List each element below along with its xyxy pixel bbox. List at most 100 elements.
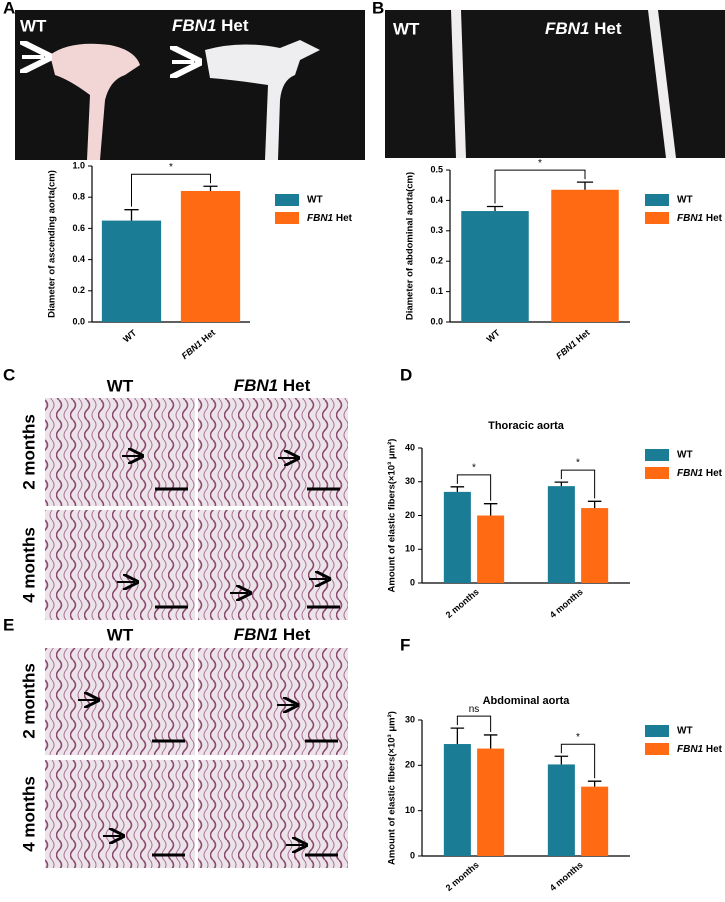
histology-image <box>45 648 195 755</box>
error-bar <box>124 209 139 221</box>
legend-swatch <box>645 212 669 224</box>
error-bar <box>483 734 498 749</box>
y-tick-label: 10 <box>405 805 415 815</box>
legend-label: FBN1 Het <box>677 744 723 755</box>
photo-label: FBN1 Het <box>172 16 249 35</box>
error-bar <box>587 780 602 787</box>
error-bar <box>587 500 602 509</box>
panel-label: C <box>3 365 15 384</box>
bar <box>547 486 575 583</box>
y-axis-label: Diameter of abdominal aorta(cm) <box>405 172 416 320</box>
legend-swatch <box>645 725 669 737</box>
significance-bracket <box>560 743 596 779</box>
y-tick-label: 40 <box>405 442 415 452</box>
x-tick-label: 2 months <box>444 587 481 620</box>
annotation: * <box>576 732 580 743</box>
chart-title: Abdominal aorta <box>483 695 571 707</box>
aorta <box>648 10 676 158</box>
legend-label: WT <box>307 195 323 206</box>
error-bar <box>483 503 498 516</box>
bar <box>443 491 471 583</box>
y-tick-label: 0.5 <box>430 164 443 174</box>
y-tick-label: 20 <box>405 510 415 520</box>
bar <box>461 211 529 322</box>
legend-swatch <box>645 194 669 206</box>
bar <box>180 190 241 322</box>
bar <box>551 189 619 322</box>
y-axis-label: Amount of elastic fibers(×10³ μm²) <box>387 711 398 865</box>
bar <box>443 744 471 856</box>
significance-bracket <box>456 474 492 501</box>
legend-swatch <box>645 743 669 755</box>
x-tick-label: WT <box>485 327 503 344</box>
aorta <box>50 43 140 160</box>
y-tick-label: 0.3 <box>430 225 443 235</box>
y-tick-label: 20 <box>405 760 415 770</box>
bar <box>101 220 162 322</box>
bar <box>477 515 505 583</box>
error-bar <box>554 481 569 487</box>
histology-image <box>198 510 348 620</box>
y-axis-label: Diameter of ascending aorta(cm) <box>47 170 58 318</box>
panel-label: D <box>400 365 412 384</box>
y-tick-label: 0.1 <box>430 286 443 296</box>
legend-swatch <box>645 449 669 461</box>
y-axis-label: Amount of elastic fibers(×10³ μm²) <box>387 439 398 593</box>
row-label: 4 months <box>19 776 38 852</box>
x-tick-label: 4 months <box>548 587 585 620</box>
chart-title: Thoracic aorta <box>488 420 565 432</box>
significance-bracket <box>456 715 492 732</box>
y-tick-label: 0.4 <box>72 254 85 264</box>
panel-label: F <box>400 635 410 654</box>
photo <box>15 10 365 160</box>
panel-label: E <box>3 615 14 634</box>
column-label: FBN1 Het <box>234 625 311 644</box>
y-tick-label: 0.0 <box>72 316 85 326</box>
y-tick-label: 0.8 <box>72 192 85 202</box>
significance-bracket <box>494 169 586 204</box>
photo-label: WT <box>393 19 420 38</box>
aorta <box>205 40 320 160</box>
error-bar <box>450 727 465 745</box>
annotation: * <box>576 458 580 469</box>
column-label: WT <box>107 625 134 644</box>
y-tick-label: 30 <box>405 476 415 486</box>
annotation: ns <box>469 704 480 715</box>
bar <box>547 764 575 856</box>
legend-swatch <box>645 467 669 479</box>
aorta <box>451 10 466 158</box>
photo-label: WT <box>20 16 47 35</box>
legend-label: FBN1 Het <box>307 213 353 224</box>
significance-bracket <box>560 469 596 499</box>
y-tick-label: 0 <box>410 577 415 587</box>
legend-swatch <box>275 194 299 206</box>
x-tick-label: FBN1 Het <box>180 328 217 362</box>
histology-image <box>45 510 195 620</box>
row-label: 2 months <box>19 663 38 739</box>
annotation: * <box>472 462 476 473</box>
bar <box>581 508 609 583</box>
y-tick-label: 0.2 <box>72 285 85 295</box>
row-label: 2 months <box>19 414 38 490</box>
significance-bracket <box>131 173 211 207</box>
row-label: 4 months <box>19 527 38 603</box>
histology-image <box>198 760 348 868</box>
y-tick-label: 0.4 <box>430 195 443 205</box>
histology-image <box>198 648 348 755</box>
y-tick-label: 30 <box>405 714 415 724</box>
x-tick-label: FBN1 Het <box>554 328 591 362</box>
y-tick-label: 0.6 <box>72 223 85 233</box>
panel-label: A <box>3 0 15 17</box>
column-label: FBN1 Het <box>234 376 311 395</box>
scale-bars <box>152 487 340 857</box>
column-label: WT <box>107 376 134 395</box>
y-tick-label: 0 <box>410 850 415 860</box>
legend-label: FBN1 Het <box>677 213 723 224</box>
x-tick-label: 2 months <box>444 860 481 893</box>
legend-label: FBN1 Het <box>677 468 723 479</box>
y-tick-label: 1.0 <box>72 160 85 170</box>
error-bar <box>203 185 218 191</box>
y-tick-label: 0.0 <box>430 316 443 326</box>
legend-label: WT <box>677 195 693 206</box>
